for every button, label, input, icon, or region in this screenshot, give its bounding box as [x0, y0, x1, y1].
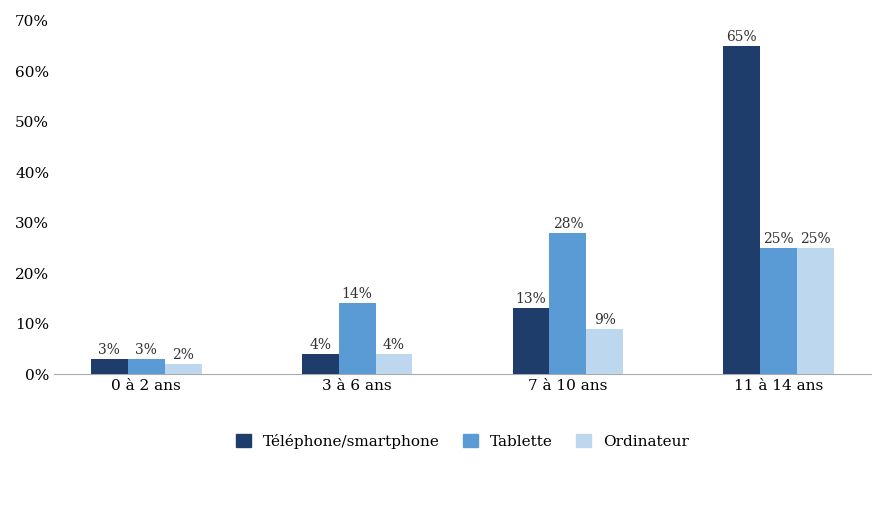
Legend: Téléphone/smartphone, Tablette, Ordinateur: Téléphone/smartphone, Tablette, Ordinate… — [229, 428, 696, 455]
Bar — [91, 359, 128, 374]
Bar — [165, 364, 202, 374]
Text: 28%: 28% — [553, 217, 583, 231]
Text: 2%: 2% — [172, 348, 194, 362]
Bar — [549, 233, 587, 374]
Bar — [338, 303, 376, 374]
Bar — [723, 45, 760, 374]
Bar — [587, 329, 623, 374]
Bar — [128, 359, 165, 374]
Text: 25%: 25% — [764, 232, 794, 246]
Text: 4%: 4% — [309, 338, 331, 352]
Bar — [302, 354, 338, 374]
Text: 13%: 13% — [516, 292, 547, 307]
Text: 14%: 14% — [342, 287, 372, 301]
Text: 9%: 9% — [594, 313, 616, 327]
Text: 25%: 25% — [800, 232, 831, 246]
Bar — [513, 308, 549, 374]
Bar — [376, 354, 412, 374]
Bar — [760, 248, 797, 374]
Text: 3%: 3% — [136, 343, 157, 357]
Text: 4%: 4% — [383, 338, 405, 352]
Bar — [797, 248, 834, 374]
Text: 65%: 65% — [727, 30, 758, 44]
Text: 3%: 3% — [98, 343, 120, 357]
